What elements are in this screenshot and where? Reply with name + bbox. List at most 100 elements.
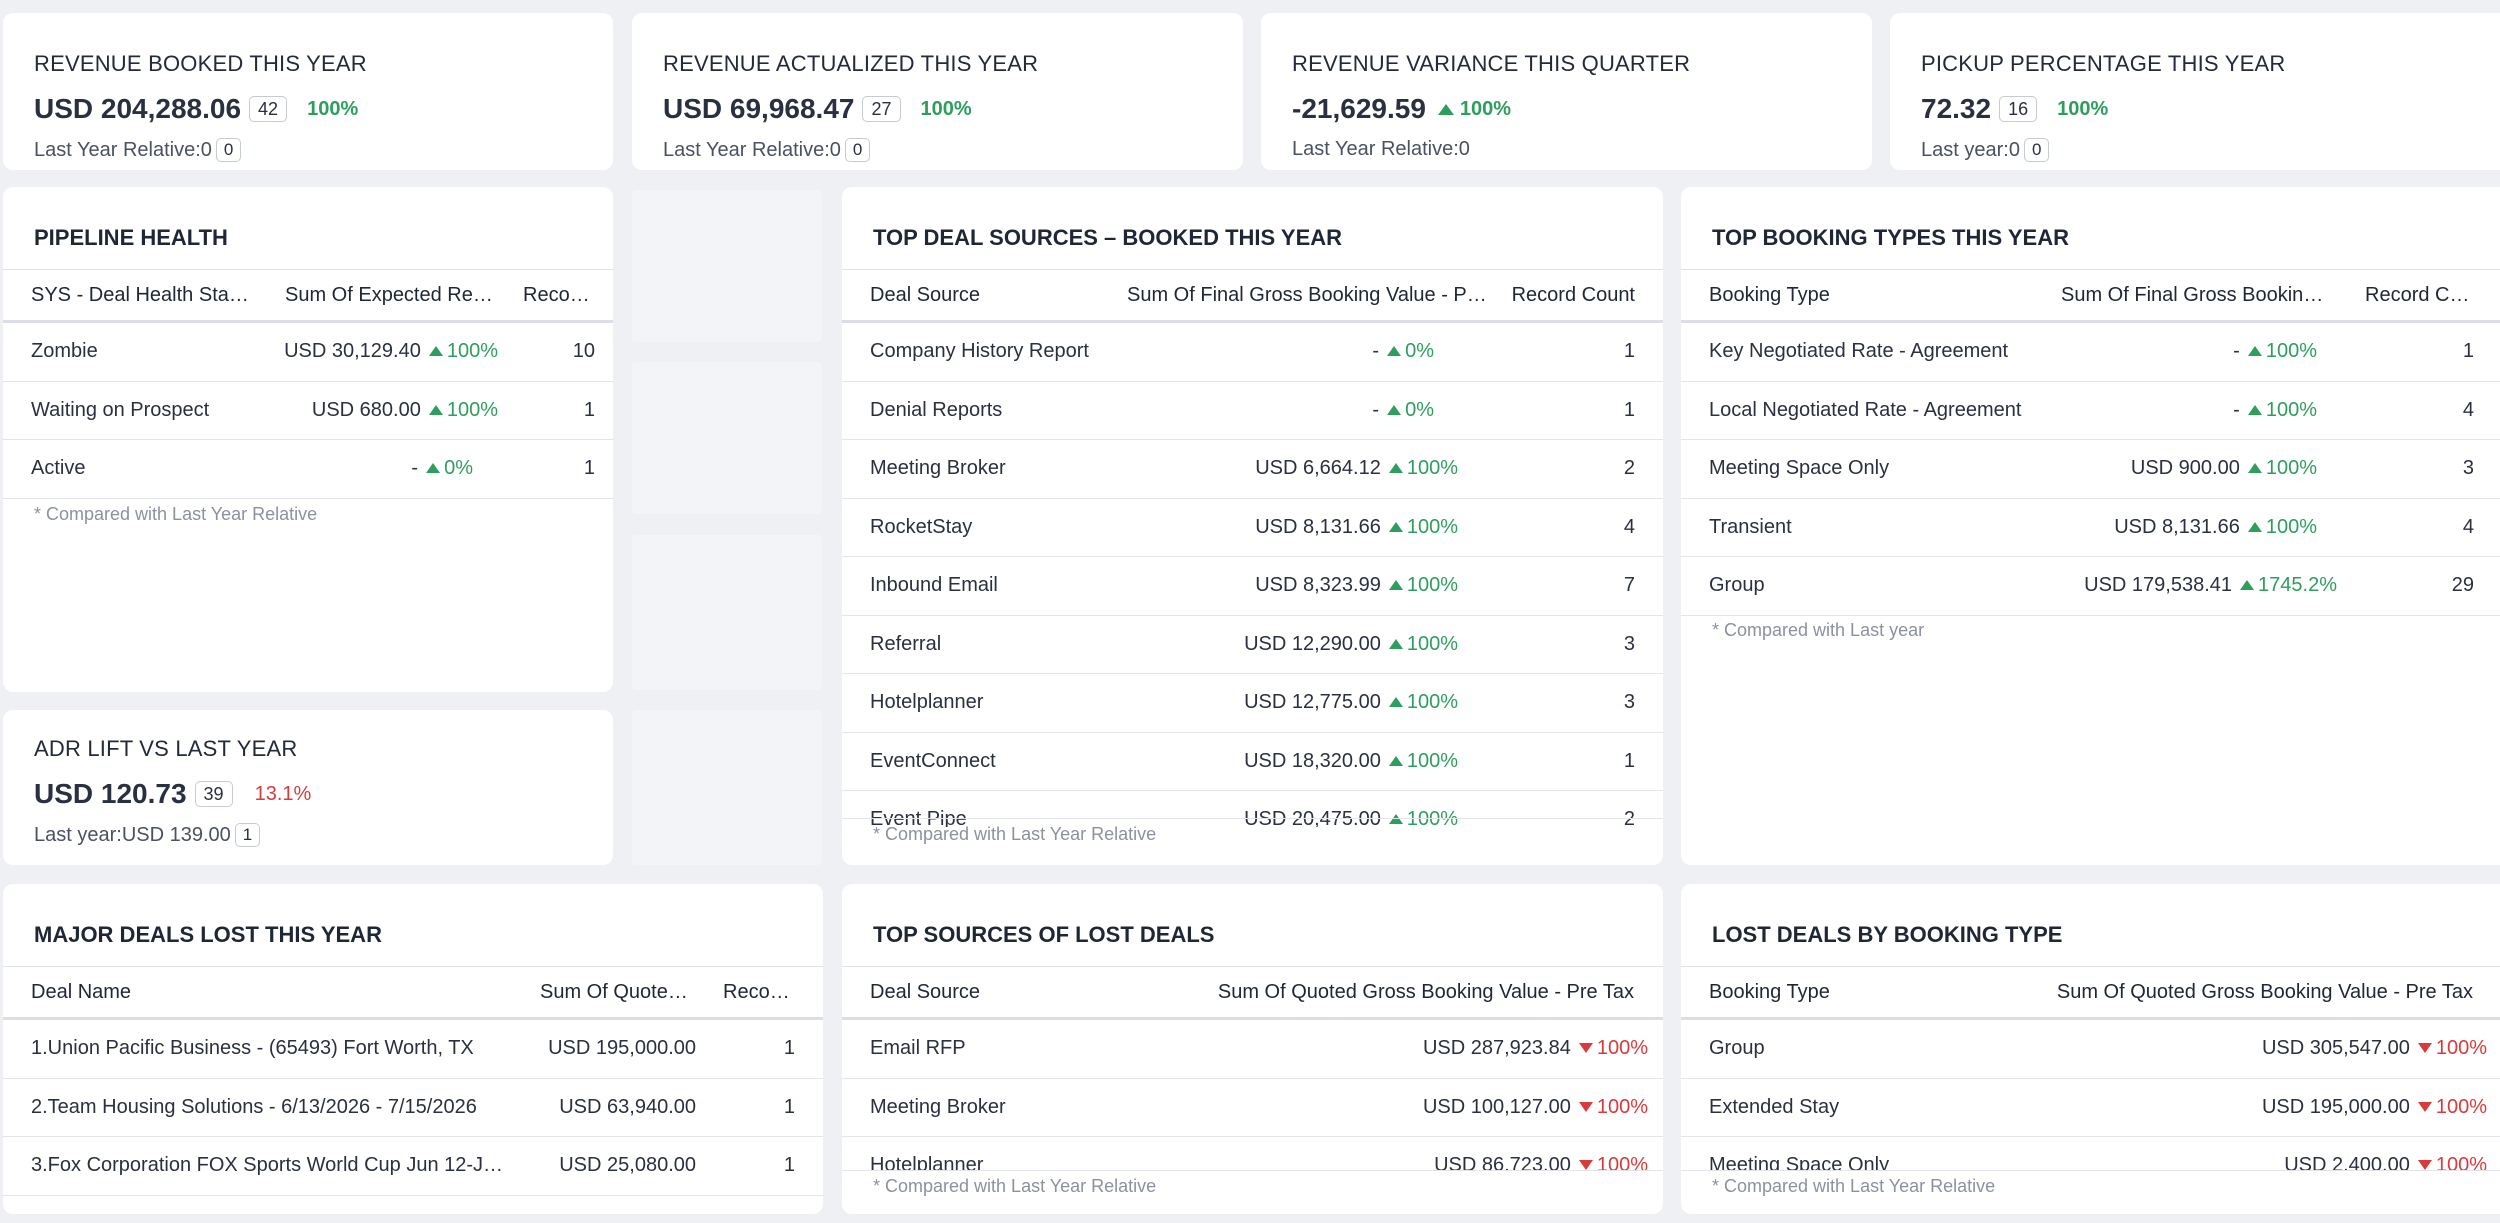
row-value: USD 30,129.40 xyxy=(284,340,421,362)
row-count: 3 xyxy=(1623,632,1635,655)
row-change-pct: 100% xyxy=(1406,457,1458,479)
trend-up-icon xyxy=(1388,814,1403,824)
major-deals-lost-panel: MAJOR DEALS LOST THIS YEAR Deal Name Sum… xyxy=(3,884,823,1214)
comparison-footnote: * Compared with Last Year Relative xyxy=(873,824,1157,844)
row-count: 4 xyxy=(2462,398,2474,421)
table-header: Booking Type Sum Of Final Gross Booking … xyxy=(1681,269,2500,323)
row-name: Extended Stay xyxy=(1709,1095,1840,1118)
comparison-footnote: * Compared with Last Year Relative xyxy=(873,1176,1157,1196)
row-count: 1 xyxy=(783,1154,795,1176)
table-row[interactable]: 2.Team Housing Solutions - 6/13/2026 - 7… xyxy=(3,1079,823,1137)
kpi-card-revenue-variance[interactable]: REVENUE VARIANCE THIS QUARTER -21,629.59… xyxy=(1261,13,1872,170)
comparison-count-badge: 0 xyxy=(844,138,871,162)
table-row[interactable]: Waiting on Prospect USD 680.00 100% 1 xyxy=(3,382,613,440)
column-header-deal-source[interactable]: Deal Source xyxy=(870,981,981,1003)
table-row[interactable]: Denial Reports - 0% 1 xyxy=(842,382,1663,440)
column-header-record-count[interactable]: Record Count xyxy=(723,981,795,1003)
column-header-quoted-value[interactable]: Sum Of Quoted Gross Booking Value - Pre … xyxy=(2056,981,2473,1003)
kpi-card-revenue-actualized[interactable]: REVENUE ACTUALIZED THIS YEAR USD 69,968.… xyxy=(632,13,1243,170)
column-header-deal-name[interactable]: Deal Name xyxy=(31,981,132,1003)
panel-title: MAJOR DEALS LOST THIS YEAR xyxy=(34,922,382,947)
row-value: USD 2,400.00 xyxy=(2284,1154,2410,1170)
table-row[interactable]: Hotelplanner USD 86,723.00 100% xyxy=(842,1137,1663,1170)
table-row[interactable]: Group USD 179,538.41 1745.2% 29 xyxy=(1681,557,2500,616)
table-row[interactable]: Meeting Space Only USD 2,400.00 100% xyxy=(1681,1137,2500,1170)
row-change-pct: 100% xyxy=(446,398,498,421)
table-row[interactable]: 3.Fox Corporation FOX Sports World Cup J… xyxy=(3,1137,823,1196)
table-row[interactable]: Meeting Space Only USD 900.00 100% 3 xyxy=(1681,440,2500,499)
table-row[interactable]: Local Negotiated Rate - Agreement -100% … xyxy=(1681,382,2500,440)
lost-deals-by-booking-type-panel: LOST DEALS BY BOOKING TYPE Booking Type … xyxy=(1681,884,2500,1214)
row-name: Local Negotiated Rate - Agreement xyxy=(1709,398,2022,421)
trend-down-icon xyxy=(2417,1160,2432,1170)
column-header-deal-source[interactable]: Deal Source xyxy=(870,284,981,306)
row-change-pct: 1745.2% xyxy=(2258,574,2337,596)
kpi-comparison-label: Last year:0 xyxy=(1921,138,2020,161)
column-header-health-status[interactable]: SYS - Deal Health Status xyxy=(31,284,251,306)
kpi-title: PICKUP PERCENTAGE THIS YEAR xyxy=(1921,51,2286,76)
table-row[interactable]: Meeting Broker USD 100,127.00 100% xyxy=(842,1079,1663,1137)
panel-title: TOP BOOKING TYPES THIS YEAR xyxy=(1712,225,2069,250)
column-header-booking-type[interactable]: Booking Type xyxy=(1709,981,1830,1003)
table-row[interactable]: Transient USD 8,131.66 100% 4 xyxy=(1681,499,2500,557)
row-name: Key Negotiated Rate - Agreement xyxy=(1709,340,2009,362)
table-row[interactable]: 1.Union Pacific Business - (65493) Fort … xyxy=(3,1020,823,1079)
row-value: - xyxy=(411,457,419,479)
table-row[interactable]: Email RFP USD 287,923.84 100% xyxy=(842,1020,1663,1079)
row-count: 1 xyxy=(783,1095,795,1118)
trend-up-icon xyxy=(426,463,441,473)
row-name: Waiting on Prospect xyxy=(31,398,210,421)
row-value: USD 287,923.84 xyxy=(1422,1037,1571,1059)
table-header: Booking Type Sum Of Quoted Gross Booking… xyxy=(1681,966,2500,1020)
row-name: EventConnect xyxy=(870,749,996,772)
trend-up-icon xyxy=(2240,580,2255,590)
table-row[interactable]: EventConnect USD 18,320.00 100% 1 xyxy=(842,733,1663,791)
record-count-badge: 42 xyxy=(249,96,288,122)
comparison-footnote: * Compared with Last Year Relative xyxy=(34,504,318,524)
row-count: 1 xyxy=(1623,398,1635,421)
column-header-final-booking-value[interactable]: Sum Of Final Gross Booking Value - Pre T… xyxy=(1127,284,1489,306)
trend-up-icon xyxy=(1388,521,1403,532)
row-name: Company History Report xyxy=(870,340,1089,362)
column-header-expected-revenue[interactable]: Sum Of Expected Revenue xyxy=(285,284,495,306)
table-row[interactable]: Active - 0% 1 xyxy=(3,440,613,499)
row-name: Email RFP xyxy=(870,1037,966,1059)
column-header-record-count[interactable]: Record Count xyxy=(523,284,595,306)
trend-up-icon xyxy=(1388,580,1403,590)
row-name: Referral xyxy=(870,632,942,655)
row-name: Denial Reports xyxy=(870,398,1003,421)
table-row[interactable]: Inbound Email USD 8,323.99 100% 7 xyxy=(842,557,1663,616)
table-row[interactable]: Meeting Broker USD 6,664.12 100% 2 xyxy=(842,440,1663,499)
row-value: USD 195,000.00 xyxy=(548,1037,696,1059)
column-header-quoted-value[interactable]: Sum Of Quoted Gross Booking Value - Pre … xyxy=(1217,981,1634,1003)
table-header: Deal Source Sum Of Final Gross Booking V… xyxy=(842,269,1663,323)
table-row[interactable]: Group USD 305,547.00 100% xyxy=(1681,1020,2500,1079)
table-row[interactable]: RocketStay USD 8,131.66 100% 4 xyxy=(842,499,1663,557)
table-row[interactable]: Event Pipe USD 20,475.00 100% 2 xyxy=(842,791,1663,827)
panel-title: TOP SOURCES OF LOST DEALS xyxy=(873,922,1215,947)
column-header-booking-type[interactable]: Booking Type xyxy=(1709,284,1830,306)
column-header-record-count[interactable]: Record Count xyxy=(1511,284,1635,306)
row-name: Event Pipe xyxy=(870,808,967,827)
kpi-card-adr-lift[interactable]: ADR LIFT VS LAST YEAR USD 120.73 39 13.1… xyxy=(3,710,613,865)
kpi-card-pickup-percentage[interactable]: PICKUP PERCENTAGE THIS YEAR 72.32 16 100… xyxy=(1890,13,2500,170)
table-row[interactable]: Key Negotiated Rate - Agreement - 100% 1 xyxy=(1681,323,2500,382)
kpi-title: REVENUE VARIANCE THIS QUARTER xyxy=(1292,51,1691,76)
table-row[interactable]: Extended Stay USD 195,000.00 100% xyxy=(1681,1079,2500,1137)
trend-down-icon xyxy=(1578,1043,1593,1053)
column-header-quoted-value[interactable]: Sum Of Quoted Gross Booking Value - Pre … xyxy=(540,981,698,1003)
record-count-badge: 16 xyxy=(1999,96,2038,122)
kpi-card-revenue-booked[interactable]: REVENUE BOOKED THIS YEAR USD 204,288.06 … xyxy=(3,13,613,170)
row-name: RocketStay xyxy=(870,515,973,538)
table-row[interactable]: Hotelplanner USD 12,775.00 100% 3 xyxy=(842,674,1663,733)
table-row[interactable]: Company History Report - 0% 1 xyxy=(842,323,1663,382)
table-row[interactable]: Referral USD 12,290.00 100% 3 xyxy=(842,616,1663,674)
column-header-final-booking-value[interactable]: Sum Of Final Gross Booking Value - Pre T… xyxy=(2061,284,2331,306)
table-row[interactable]: Zombie USD 30,129.40 100% 10 xyxy=(3,323,613,382)
row-name: Meeting Broker xyxy=(870,1095,1006,1118)
row-count: 10 xyxy=(572,340,595,362)
column-header-record-count[interactable]: Record Count xyxy=(2365,284,2475,306)
row-change-pct: 100% xyxy=(1406,632,1458,655)
row-value: USD 179,538.41 xyxy=(2084,574,2233,596)
trend-up-icon xyxy=(1437,103,1454,115)
